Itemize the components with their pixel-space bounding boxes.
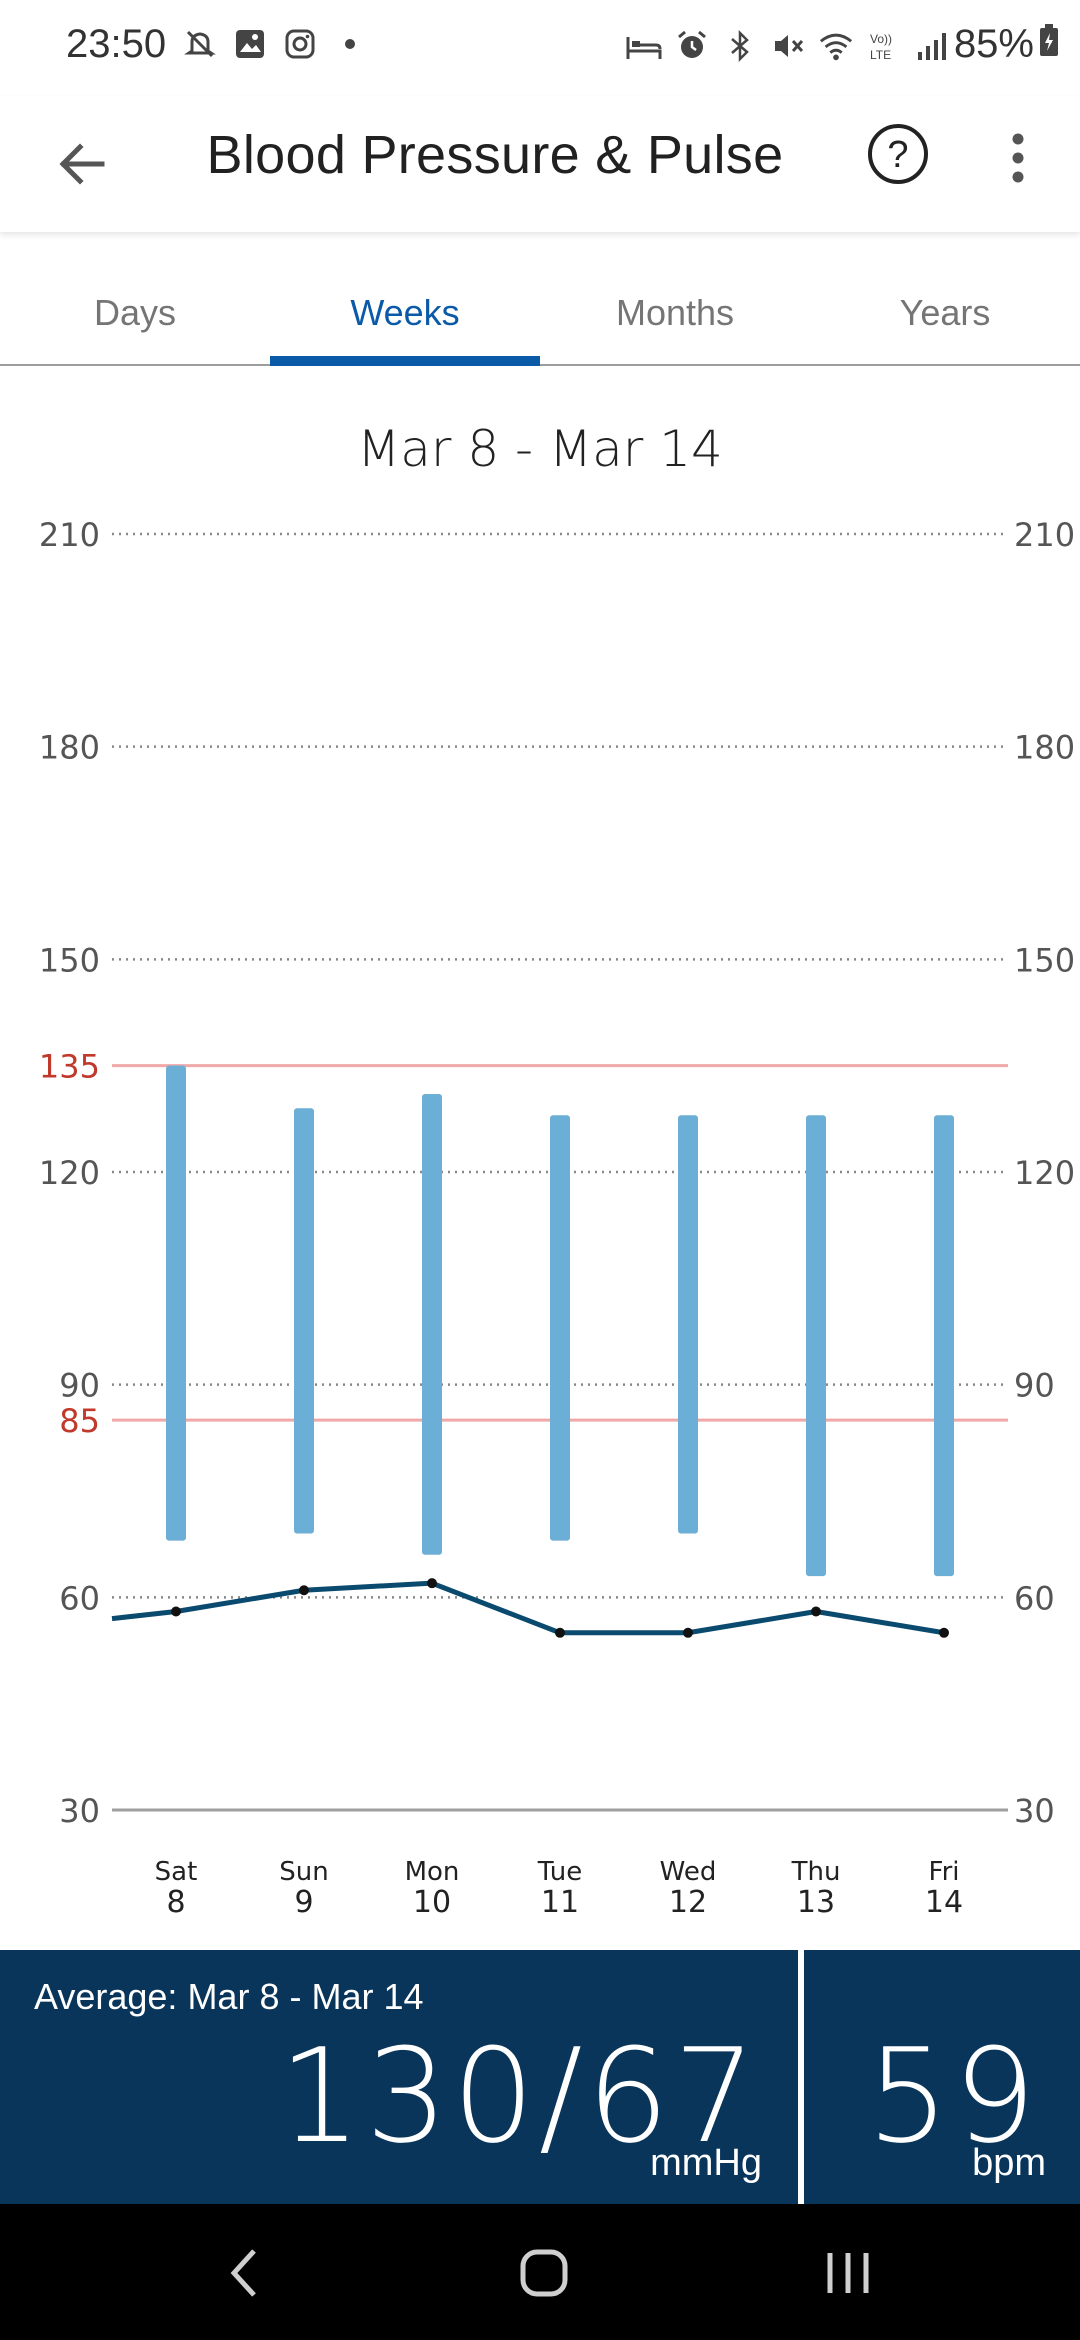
svg-text:LTE: LTE bbox=[870, 48, 891, 62]
y-tick-label-left: 180 bbox=[39, 729, 100, 767]
bp-range-bar bbox=[422, 1094, 442, 1555]
y-tick-label-left: 150 bbox=[39, 941, 100, 979]
system-nav-bar bbox=[0, 2204, 1080, 2340]
bp-range-bar bbox=[550, 1115, 570, 1541]
pulse-point bbox=[683, 1627, 693, 1638]
threshold-label: 85 bbox=[59, 1402, 100, 1440]
x-date-label: 10 bbox=[413, 1885, 451, 1920]
average-bp-value: 130/67 bbox=[278, 2020, 760, 2172]
app-bar: Blood Pressure & Pulse ? bbox=[0, 96, 1080, 232]
y-tick-label-left: 120 bbox=[39, 1154, 100, 1192]
pulse-point bbox=[299, 1585, 309, 1596]
volte-icon: Vo)) LTE bbox=[866, 28, 902, 64]
pulse-point bbox=[811, 1606, 821, 1617]
nav-home-button[interactable] bbox=[504, 2238, 584, 2308]
battery-percent: 85% bbox=[953, 22, 1034, 66]
period-tabs: Days Weeks Months Years bbox=[0, 232, 1080, 366]
y-tick-label-right: 90 bbox=[1014, 1367, 1055, 1405]
pulse-point bbox=[171, 1606, 181, 1617]
notifications-off-icon bbox=[182, 26, 218, 62]
bp-range-bar bbox=[166, 1065, 186, 1541]
back-nav-icon bbox=[230, 2249, 256, 2297]
x-date-label: 12 bbox=[669, 1885, 707, 1920]
more-vert-icon bbox=[1012, 133, 1024, 183]
gallery-icon bbox=[232, 26, 268, 62]
page-title: Blood Pressure & Pulse bbox=[206, 125, 784, 185]
pulse-line bbox=[111, 1580, 945, 1636]
bp-range-bar bbox=[934, 1115, 954, 1577]
x-day-label: Tue bbox=[537, 1857, 582, 1887]
summary-divider bbox=[798, 1950, 804, 2204]
bp-pulse-chart[interactable]: 210 210 180 180 150 150 120 120 90 90 60 60 30 30 135 8… bbox=[0, 500, 1080, 1940]
help-glyph: ? bbox=[887, 134, 908, 176]
signal-icon bbox=[914, 28, 950, 64]
bp-unit: mmHg bbox=[650, 2142, 762, 2184]
x-date-label: 9 bbox=[294, 1885, 313, 1920]
pulse-point bbox=[427, 1578, 437, 1589]
x-day-label: Wed bbox=[660, 1857, 717, 1887]
status-bar: 23:50 Vo)) LTE bbox=[0, 0, 1080, 96]
more-options-button[interactable] bbox=[990, 122, 1046, 194]
help-icon: ? bbox=[868, 124, 928, 184]
y-tick-label-left: 90 bbox=[59, 1367, 100, 1405]
x-day-label: Sat bbox=[155, 1857, 198, 1887]
y-tick-label-right: 150 bbox=[1014, 941, 1075, 979]
x-date-label: 8 bbox=[166, 1885, 185, 1920]
pulse-point bbox=[939, 1627, 949, 1638]
wifi-icon bbox=[818, 28, 854, 64]
bluetooth-icon bbox=[722, 28, 758, 64]
y-tick-label-right: 60 bbox=[1014, 1579, 1055, 1617]
recents-nav-icon bbox=[827, 2253, 869, 2293]
status-right-icons: Vo)) LTE bbox=[626, 28, 950, 64]
y-tick-label-right: 210 bbox=[1014, 516, 1075, 554]
bp-range-bar bbox=[678, 1115, 698, 1534]
back-button[interactable] bbox=[40, 122, 124, 206]
y-tick-label-left: 30 bbox=[59, 1792, 100, 1830]
x-day-label: Fri bbox=[929, 1857, 960, 1887]
summary-caption: Average: Mar 8 - Mar 14 bbox=[34, 1976, 424, 2017]
nav-back-button[interactable] bbox=[204, 2238, 284, 2308]
x-day-label: Thu bbox=[791, 1857, 841, 1887]
y-tick-label-right: 120 bbox=[1014, 1154, 1075, 1192]
y-tick-label-right: 30 bbox=[1014, 1792, 1055, 1830]
tab-weeks[interactable]: Weeks bbox=[270, 232, 540, 366]
svg-text:Vo)): Vo)) bbox=[870, 32, 892, 46]
date-range-title: Mar 8 - Mar 14 bbox=[357, 420, 723, 478]
tab-days[interactable]: Days bbox=[93, 292, 177, 333]
help-button[interactable]: ? bbox=[862, 118, 934, 190]
x-date-label: 14 bbox=[925, 1885, 963, 1920]
x-day-label: Mon bbox=[405, 1857, 460, 1887]
threshold-label: 135 bbox=[39, 1048, 100, 1086]
home-nav-icon bbox=[520, 2249, 568, 2297]
y-tick-label-left: 210 bbox=[39, 516, 100, 554]
battery-icon bbox=[1038, 22, 1060, 67]
tab-years[interactable]: Years bbox=[899, 292, 991, 333]
x-date-label: 11 bbox=[541, 1885, 579, 1920]
pulse-point bbox=[555, 1627, 565, 1638]
y-tick-label-right: 180 bbox=[1014, 729, 1075, 767]
status-time: 23:50 bbox=[66, 22, 167, 66]
average-pulse-value: 59 bbox=[866, 2020, 1040, 2172]
y-tick-label-left: 60 bbox=[59, 1579, 100, 1617]
pulse-unit: bpm bbox=[972, 2142, 1046, 2184]
sleep-mode-icon bbox=[626, 28, 662, 64]
arrow-left-icon bbox=[59, 143, 105, 185]
status-left-icons bbox=[182, 26, 368, 62]
average-summary: Average: Mar 8 - Mar 14 130/67 mmHg 59 b… bbox=[0, 1950, 1080, 2204]
bp-range-bar bbox=[806, 1115, 826, 1577]
tab-months[interactable]: Months bbox=[615, 292, 735, 333]
instagram-icon bbox=[282, 26, 318, 62]
alarm-icon bbox=[674, 28, 710, 64]
nav-recents-button[interactable] bbox=[808, 2238, 888, 2308]
x-day-label: Sun bbox=[279, 1857, 328, 1887]
x-date-label: 13 bbox=[797, 1885, 835, 1920]
bp-range-bar bbox=[294, 1108, 314, 1534]
battery-indicator: 85% bbox=[954, 22, 1060, 67]
dot-icon bbox=[332, 26, 368, 62]
mute-icon bbox=[770, 28, 806, 64]
